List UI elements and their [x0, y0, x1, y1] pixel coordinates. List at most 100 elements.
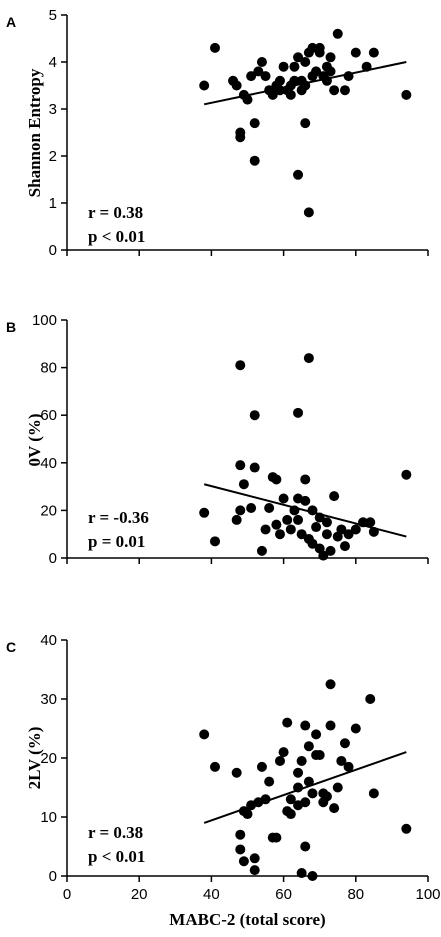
- data-point: [271, 474, 282, 485]
- data-point: [339, 541, 350, 552]
- x-tick-label: 80: [347, 886, 364, 903]
- p-value-label: p < 0.01: [88, 227, 145, 246]
- y-tick-label: 4: [49, 54, 57, 71]
- r-value-label: r = 0.38: [88, 823, 143, 842]
- data-point: [343, 71, 354, 82]
- data-point: [260, 524, 271, 535]
- data-point: [231, 767, 242, 778]
- data-point: [293, 782, 304, 793]
- y-tick-label: 20: [40, 750, 57, 767]
- data-point: [314, 750, 325, 761]
- data-point: [332, 782, 343, 793]
- data-point: [343, 529, 354, 540]
- data-point: [300, 57, 311, 67]
- data-point: [256, 57, 267, 67]
- data-point: [350, 47, 361, 58]
- data-point: [246, 71, 257, 82]
- data-point: [311, 66, 322, 77]
- regression-line: [203, 751, 407, 824]
- data-point: [336, 755, 347, 766]
- data-point: [231, 514, 242, 525]
- data-point: [249, 410, 260, 421]
- data-point: [293, 52, 304, 63]
- data-point: [278, 493, 289, 504]
- data-point: [325, 679, 336, 690]
- data-point: [300, 720, 311, 731]
- data-point: [285, 794, 296, 805]
- data-point: [249, 155, 260, 166]
- data-point: [235, 844, 246, 855]
- data-point: [271, 519, 282, 530]
- data-point: [242, 94, 253, 105]
- data-point: [231, 80, 242, 91]
- data-point: [242, 809, 253, 820]
- data-point: [293, 407, 304, 418]
- y-tick-label: 20: [40, 502, 57, 519]
- data-point: [350, 723, 361, 734]
- y-tick-label: 3: [49, 101, 57, 118]
- data-point: [282, 514, 293, 525]
- data-point: [329, 491, 340, 502]
- data-point: [343, 761, 354, 772]
- data-point: [282, 717, 293, 728]
- data-point: [321, 517, 332, 528]
- x-tick-label: 100: [415, 886, 440, 903]
- x-tick-label: 20: [131, 886, 148, 903]
- data-point: [307, 788, 318, 799]
- data-point: [303, 207, 314, 218]
- data-point: [300, 495, 311, 506]
- data-point: [199, 729, 210, 740]
- chart-panel-a: A 0 1 2 3 4 5 Shannon Entropy r = 0.38 p < 0.01: [6, 7, 429, 259]
- data-point: [321, 791, 332, 802]
- data-point: [249, 853, 260, 864]
- data-point: [296, 755, 307, 766]
- data-point: [300, 118, 311, 129]
- data-point: [307, 538, 318, 549]
- data-point: [303, 776, 314, 787]
- data-point: [210, 536, 221, 547]
- data-point: [285, 809, 296, 820]
- data-point: [249, 865, 260, 876]
- data-point: [401, 89, 412, 100]
- data-point: [314, 512, 325, 523]
- data-point: [274, 85, 285, 96]
- data-point: [274, 529, 285, 540]
- x-tick-label: 40: [203, 886, 220, 903]
- data-point: [303, 741, 314, 752]
- data-point: [365, 694, 376, 704]
- data-point: [303, 353, 314, 364]
- data-point: [325, 66, 336, 77]
- y-tick-label: 10: [40, 809, 57, 826]
- x-tick-label: 0: [63, 886, 71, 903]
- data-point: [260, 71, 271, 82]
- y-tick-label: 0: [49, 242, 57, 259]
- data-point: [318, 550, 329, 561]
- y-axis-title: 2LV (%): [25, 727, 44, 790]
- data-point: [271, 832, 282, 843]
- data-point: [264, 776, 275, 787]
- data-point: [311, 522, 322, 533]
- p-value-label: p = 0.01: [88, 532, 145, 551]
- data-point: [210, 42, 221, 53]
- data-point: [274, 75, 285, 86]
- data-point: [278, 747, 289, 758]
- x-axis-title: MABC-2 (total score): [169, 910, 325, 929]
- data-point: [238, 856, 249, 867]
- data-point: [238, 479, 249, 490]
- y-tick-label: 5: [49, 7, 57, 24]
- data-point: [339, 85, 350, 96]
- data-point: [336, 524, 347, 535]
- panel-letter: C: [6, 639, 16, 655]
- data-point: [401, 823, 412, 834]
- data-point: [314, 42, 325, 53]
- data-point: [307, 505, 318, 516]
- data-point: [339, 738, 350, 749]
- r-value-label: r = 0.38: [88, 203, 143, 222]
- data-point: [249, 462, 260, 473]
- data-point: [210, 761, 221, 772]
- data-point: [358, 517, 369, 528]
- panel-letter: B: [6, 319, 16, 335]
- data-point: [293, 514, 304, 525]
- data-point: [260, 794, 271, 805]
